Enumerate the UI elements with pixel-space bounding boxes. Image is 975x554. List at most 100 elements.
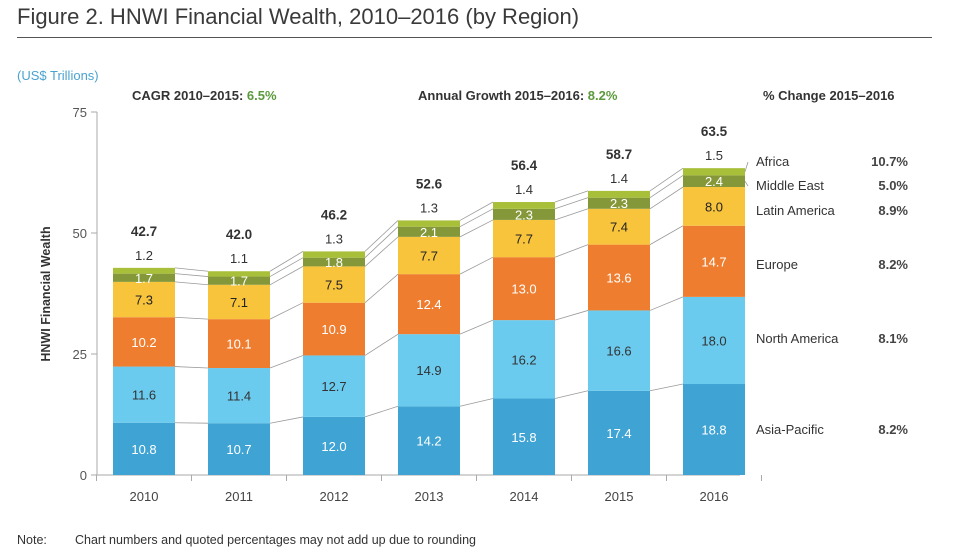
connector-line [174, 366, 209, 369]
data-label: 17.4 [606, 426, 631, 441]
y-tick-label: 25 [73, 347, 87, 362]
connector-line [174, 281, 209, 286]
percent-change-header: % Change 2015–2016 [763, 88, 895, 103]
data-label: 1.1 [230, 251, 248, 266]
bar-segment-north-america [588, 310, 650, 391]
data-label: 1.2 [135, 248, 153, 263]
bar-segment-north-america [208, 368, 270, 424]
bar-segment-asia-pacific [113, 422, 175, 475]
annual-growth-label: Annual Growth 2015–2016: [418, 88, 588, 103]
data-label: 14.7 [701, 254, 726, 269]
bar-segment-latin-america [493, 219, 555, 258]
connector-line [649, 186, 684, 210]
data-label: 10.1 [226, 337, 251, 352]
bar-segment-africa [493, 202, 555, 209]
connector-line [459, 219, 494, 238]
legend-percent-change: 5.0% [878, 178, 908, 193]
data-label: 1.3 [420, 200, 438, 215]
y-tick-label: 50 [73, 226, 87, 241]
connector-line [174, 273, 209, 277]
bar-segment-latin-america [208, 284, 270, 320]
data-label: 16.2 [511, 352, 536, 367]
bar-segment-africa [208, 271, 270, 277]
connector-line [459, 398, 494, 407]
legend-region-name: Europe [756, 257, 798, 272]
legend-leader-line [744, 161, 749, 172]
bar-total-label: 58.7 [606, 147, 632, 162]
annual-growth-header: Annual Growth 2015–2016: 8.2% [418, 88, 617, 103]
bar-segment-asia-pacific [398, 406, 460, 475]
axes: 0 25 50 75 2010 2011 2012 2013 2014 2015 2016 [73, 105, 762, 504]
bar-segment-africa [303, 251, 365, 258]
connector-line [554, 390, 589, 399]
connector-line [649, 296, 684, 311]
data-label: 14.2 [416, 434, 441, 449]
data-label: 2.1 [420, 225, 438, 240]
legend-item-asia-pacific: Asia-Pacific 8.2% [756, 422, 908, 437]
legend-region-name: Middle East [756, 178, 824, 193]
bar-segment-asia-pacific [493, 398, 555, 475]
data-labels: 10.8 11.6 10.2 7.3 1.7 1.2 42.7 10.7 11.4 10.1 7.1… [131, 124, 728, 457]
bar-total-label: 46.2 [321, 207, 347, 222]
y-tick-label: 75 [73, 105, 87, 120]
connector-line [269, 266, 304, 286]
data-label: 2.4 [705, 174, 723, 189]
data-label: 7.3 [135, 293, 153, 308]
data-label: 1.3 [325, 231, 343, 246]
connector-line [554, 197, 589, 210]
connector-line [269, 257, 304, 277]
connector-line [269, 355, 304, 369]
bar-segment-asia-pacific [588, 390, 650, 475]
connector-line [364, 405, 399, 418]
connector-line [364, 236, 399, 267]
bar-segment-middle-east [303, 257, 365, 267]
data-label: 7.7 [515, 232, 533, 247]
x-tick-label: 2016 [700, 489, 729, 504]
data-label: 7.5 [325, 278, 343, 293]
data-label: 1.7 [230, 274, 248, 289]
data-label: 8.0 [705, 199, 723, 214]
data-label: 18.8 [701, 423, 726, 438]
bar-segment-europe [493, 257, 555, 321]
bars [113, 168, 745, 475]
bar-segment-europe [398, 274, 460, 335]
bar-segment-middle-east [398, 226, 460, 237]
data-label: 10.9 [321, 322, 346, 337]
connector-line [649, 167, 684, 192]
legend-region-name: North America [756, 331, 839, 346]
bar-segment-europe [588, 244, 650, 311]
legend-percent-change: 8.1% [878, 331, 908, 346]
bar-total-label: 52.6 [416, 176, 443, 191]
bar-segment-africa [588, 190, 650, 198]
connector-line [459, 208, 494, 228]
legend-item-north-america: North America 8.1% [756, 331, 908, 346]
connector-line [174, 267, 209, 272]
x-tick-label: 2010 [130, 489, 159, 504]
cagr-value: 6.5% [246, 88, 277, 103]
units-label: (US$ Trillions) [17, 68, 99, 83]
data-label: 18.0 [701, 333, 726, 348]
legend-item-africa: Africa 10.7% [756, 154, 908, 169]
bar-total-label: 56.4 [511, 158, 538, 173]
data-label: 10.7 [226, 442, 251, 457]
connector-line [554, 310, 589, 321]
cagr-label: CAGR 2010–2015: [132, 88, 247, 103]
x-tick-label: 2014 [510, 489, 539, 504]
bar-segment-asia-pacific [208, 423, 270, 475]
legend-percent-change: 8.2% [878, 422, 908, 437]
connector-line [364, 226, 399, 258]
legend-percent-change: 10.7% [871, 154, 908, 169]
annual-growth-value: 8.2% [587, 88, 618, 103]
x-tick-label: 2011 [225, 489, 253, 504]
legend-percent-change: 8.9% [878, 203, 908, 218]
data-label: 7.1 [230, 295, 248, 310]
note-text: Chart numbers and quoted percentages may… [75, 533, 476, 547]
bar-segment-latin-america [113, 281, 175, 318]
data-label: 1.5 [705, 148, 723, 163]
connector-line [459, 256, 494, 275]
data-label: 13.0 [511, 282, 536, 297]
connector-line [174, 316, 209, 320]
x-tick-label: 2013 [415, 489, 444, 504]
data-label: 16.6 [606, 344, 631, 359]
